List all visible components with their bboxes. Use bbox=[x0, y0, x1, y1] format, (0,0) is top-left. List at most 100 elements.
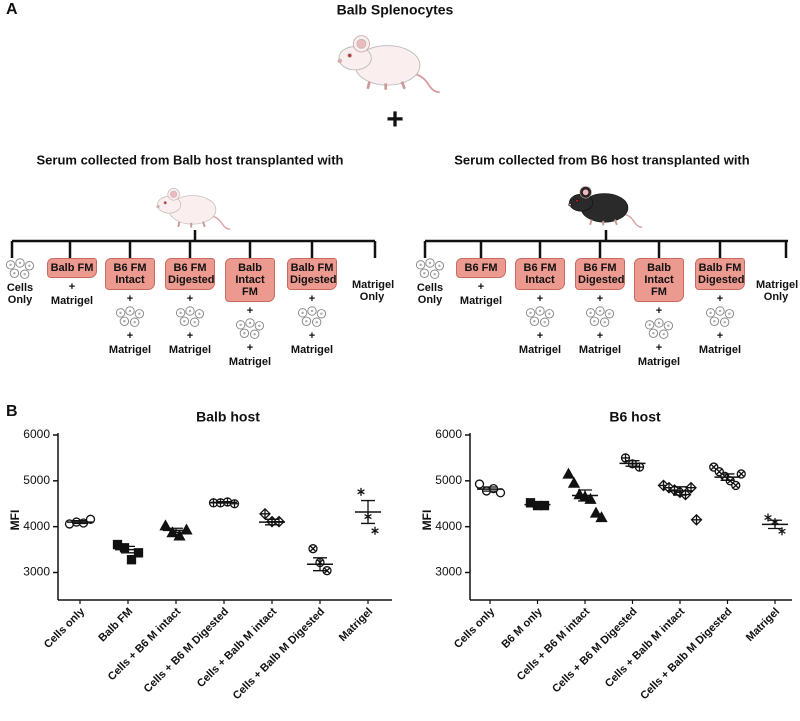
cells-icon bbox=[705, 306, 735, 327]
cells bbox=[585, 306, 615, 327]
condition-text: + bbox=[186, 293, 194, 305]
x-tick-label: Cells + B6 M Digested bbox=[550, 606, 640, 696]
cells-icon bbox=[235, 318, 265, 339]
data-point bbox=[371, 526, 379, 535]
condition-text: Matrigel bbox=[168, 344, 212, 356]
cells bbox=[297, 306, 327, 327]
data-point bbox=[259, 507, 271, 520]
condition-text: + bbox=[477, 281, 485, 293]
y-tick-label: 3000 bbox=[23, 565, 50, 579]
panel-title: Balb Splenocytes bbox=[337, 2, 454, 18]
condition-text: Cells Only bbox=[6, 282, 34, 306]
fm-pad: Balb FM Digested bbox=[695, 258, 745, 290]
data-point bbox=[562, 467, 575, 479]
data-point bbox=[634, 462, 645, 472]
condition: Balb FM + Matrigel bbox=[47, 258, 97, 308]
condition-text: Matrigel bbox=[518, 344, 562, 356]
fm-pad: B6 FM Digested bbox=[165, 258, 215, 290]
fm-pad: Balb Intact FM bbox=[634, 258, 684, 302]
condition-text: Matrigel bbox=[578, 344, 622, 356]
condition-text: + bbox=[186, 330, 194, 342]
x-tick-label: Cells only bbox=[42, 605, 88, 651]
y-tick-label: 3000 bbox=[435, 565, 462, 579]
fm-pad: B6 FM Intact bbox=[515, 258, 565, 290]
cells bbox=[235, 318, 265, 339]
fm-pad: Balb FM bbox=[47, 258, 97, 278]
condition: B6 FM Digested + + Matrigel bbox=[575, 258, 625, 357]
y-tick-label: 5000 bbox=[435, 473, 462, 487]
x-tick-label: Cells + B6 M Digested bbox=[142, 606, 232, 696]
x-tick-label: Cells + Balb M Digested bbox=[231, 606, 327, 702]
chart-title: Balb host bbox=[196, 409, 260, 425]
condition-text: Matrigel bbox=[637, 356, 681, 368]
y-axis-label: MFI bbox=[420, 510, 434, 531]
data-point bbox=[357, 487, 365, 496]
data-point bbox=[567, 476, 581, 488]
condition-text: + bbox=[126, 293, 134, 305]
mouse-illustration bbox=[336, 34, 442, 94]
data-point bbox=[589, 506, 603, 518]
y-tick-label: 6000 bbox=[435, 427, 462, 441]
condition-text: + bbox=[596, 293, 604, 305]
cells-icon bbox=[297, 306, 327, 327]
condition-text: + bbox=[246, 305, 254, 317]
condition-text: Matrigel Only bbox=[756, 279, 799, 303]
condition: B6 FM Intact + + Matrigel bbox=[515, 258, 565, 357]
x-tick-label: Balb FM bbox=[96, 606, 135, 645]
data-point bbox=[595, 511, 608, 523]
condition-text: + bbox=[716, 330, 724, 342]
cells bbox=[644, 318, 674, 339]
fm-pad: B6 FM Intact bbox=[105, 258, 155, 290]
error-bar bbox=[313, 557, 327, 572]
cells-icon bbox=[175, 306, 205, 327]
condition: B6 FM Intact + + Matrigel bbox=[105, 258, 155, 357]
x-tick-label: Cells only bbox=[452, 605, 498, 651]
condition: B6 FM Digested + + Matrigel bbox=[165, 258, 215, 357]
condition-text: + bbox=[246, 342, 254, 354]
y-tick-label: 6000 bbox=[23, 427, 50, 441]
data-point bbox=[126, 555, 137, 565]
condition-text: Matrigel bbox=[698, 344, 742, 356]
cells-icon bbox=[644, 318, 674, 339]
fm-pad: Balb Intact FM bbox=[225, 258, 275, 302]
condition: Balb FM Digested + + Matrigel bbox=[287, 258, 337, 357]
condition-text: + bbox=[68, 281, 76, 293]
chart-title: B6 host bbox=[609, 409, 661, 425]
error-bar bbox=[530, 502, 545, 508]
y-tick-label: 4000 bbox=[23, 519, 50, 533]
condition-text: + bbox=[308, 293, 316, 305]
x-tick-label: Matrigel bbox=[744, 606, 782, 644]
data-point bbox=[731, 480, 741, 491]
data-point bbox=[308, 544, 318, 554]
error-bar bbox=[578, 489, 592, 502]
data-point bbox=[180, 523, 193, 535]
fm-pad: B6 FM Digested bbox=[575, 258, 625, 290]
condition-text: Matrigel bbox=[228, 356, 272, 368]
data-point bbox=[119, 543, 130, 553]
condition-text: + bbox=[655, 342, 663, 354]
condition-text: Matrigel bbox=[459, 295, 503, 307]
group-heading: Serum collected from Balb host transplan… bbox=[37, 152, 344, 167]
cells bbox=[5, 258, 35, 279]
condition: Matrigel Only bbox=[347, 278, 397, 304]
mouse-illustration bbox=[567, 185, 644, 229]
error-bar bbox=[169, 527, 183, 534]
condition-text: + bbox=[126, 330, 134, 342]
condition: Cells Only bbox=[0, 258, 45, 307]
condition-text: + bbox=[536, 330, 544, 342]
y-tick-label: 5000 bbox=[23, 473, 50, 487]
cells bbox=[705, 306, 735, 327]
error-bar bbox=[121, 545, 135, 554]
cells-icon bbox=[525, 306, 555, 327]
cells bbox=[175, 306, 205, 327]
panel-label: A bbox=[6, 1, 18, 18]
error-bar bbox=[265, 518, 279, 526]
condition: Cells Only bbox=[405, 258, 455, 307]
data-point bbox=[229, 499, 240, 509]
cells-icon bbox=[115, 306, 145, 327]
condition-text: + bbox=[308, 330, 316, 342]
error-bar bbox=[625, 460, 640, 467]
x-tick-label: Cells + Balb M Digested bbox=[638, 606, 734, 702]
cells bbox=[525, 306, 555, 327]
error-bar bbox=[768, 519, 782, 530]
